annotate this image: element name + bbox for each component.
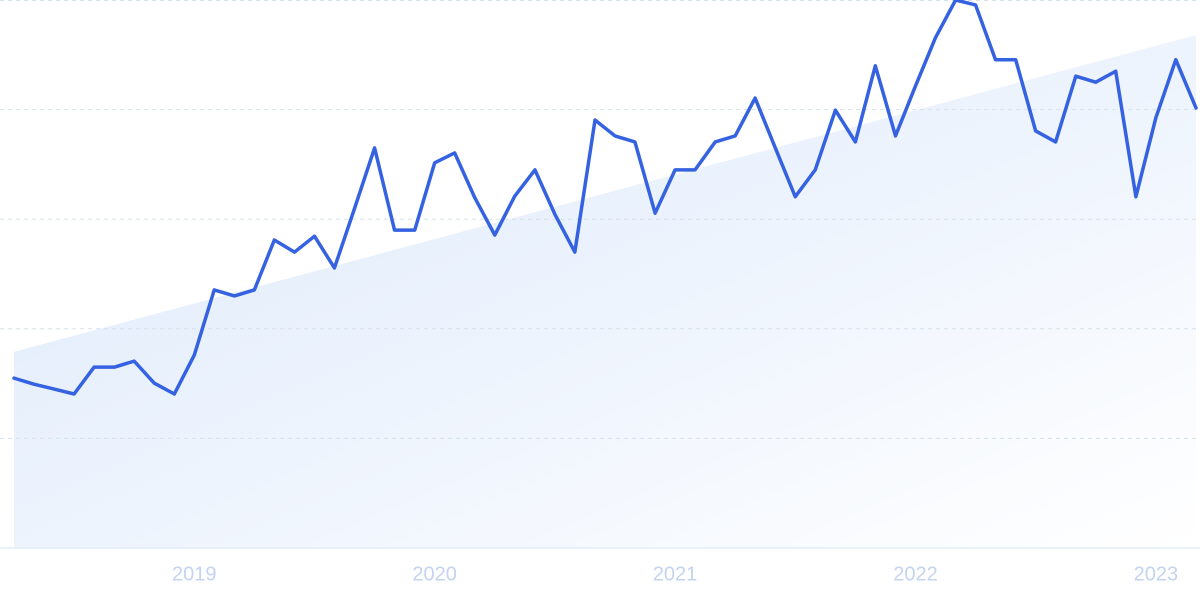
x-tick-label: 2021 — [653, 563, 698, 585]
x-tick-label: 2023 — [1134, 563, 1179, 585]
x-tick-label: 2020 — [412, 563, 457, 585]
trend-area — [14, 35, 1196, 548]
x-tick-label: 2022 — [893, 563, 938, 585]
x-tick-label: 2019 — [172, 563, 217, 585]
data-line — [12, 0, 1198, 396]
